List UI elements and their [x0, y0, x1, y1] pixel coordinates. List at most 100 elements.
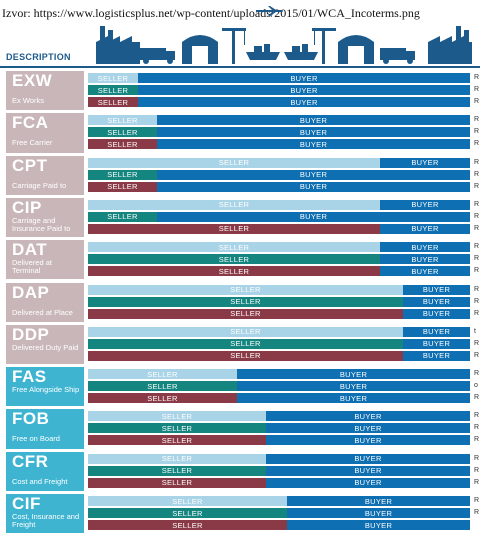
- responsibility-bar: SELLER BUYER: [88, 308, 470, 319]
- seller-segment: SELLER: [88, 508, 287, 518]
- seller-segment: SELLER: [88, 127, 157, 138]
- right-edge-mark: R: [474, 128, 480, 136]
- seller-segment: SELLER: [88, 453, 266, 464]
- seller-segment: SELLER: [88, 211, 157, 222]
- seller-segment: SELLER: [88, 157, 380, 168]
- term-fob: FOB Free on Board: [6, 409, 84, 449]
- responsibility-bar: SELLER BUYER: [88, 254, 470, 265]
- right-edge-mark: R: [474, 436, 480, 444]
- term-code: FOB: [12, 409, 50, 429]
- term-code: DAP: [12, 282, 50, 302]
- responsibility-bar: SELLER BUYER: [88, 199, 470, 210]
- right-edge-mark: R: [474, 309, 480, 317]
- responsibility-bar: SELLER BUYER: [88, 326, 470, 337]
- term-cif: CIF Cost, Insurance and Freight: [6, 494, 84, 534]
- ship-icon: [284, 44, 318, 60]
- buyer-segment: BUYER: [157, 127, 470, 138]
- buyer-segment: BUYER: [237, 381, 470, 392]
- term-code: EXW: [12, 71, 53, 90]
- term-cip: CIP Carriage and Insurance Paid to: [6, 197, 84, 238]
- right-edge-mark: R: [474, 200, 480, 208]
- term-description: Delivered at Place: [12, 307, 73, 317]
- buyer-segment: BUYER: [380, 223, 470, 234]
- buyer-segment: BUYER: [287, 508, 470, 518]
- responsibility-bar: SELLER BUYER: [88, 85, 470, 95]
- responsibility-bar: SELLER BUYER: [88, 181, 470, 192]
- right-edge-mark: R: [474, 478, 480, 486]
- term-description: Ex Works: [12, 96, 44, 105]
- seller-segment: SELLER: [88, 496, 287, 506]
- right-edge-mark: R: [474, 370, 480, 378]
- right-edge-mark: R: [474, 351, 480, 359]
- right-edge-mark: R: [474, 255, 480, 263]
- responsibility-bar: SELLER BUYER: [88, 73, 470, 83]
- buyer-segment: BUYER: [266, 411, 470, 422]
- seller-segment: SELLER: [88, 435, 266, 446]
- term-description: Free Alongside Ship: [12, 385, 80, 395]
- term-dat: DAT Delivered at Terminal: [6, 240, 84, 280]
- seller-segment: SELLER: [88, 266, 380, 277]
- term-code: CIP: [12, 197, 42, 217]
- term-code: CIF: [12, 494, 41, 513]
- seller-segment: SELLER: [88, 97, 138, 107]
- responsibility-bar: SELLER BUYER: [88, 211, 470, 222]
- buyer-segment: BUYER: [237, 393, 470, 404]
- right-edge-mark: R: [474, 285, 480, 293]
- term-code: CFR: [12, 451, 49, 471]
- responsibility-bar: SELLER BUYER: [88, 350, 470, 361]
- term-fas: FAS Free Alongside Ship: [6, 367, 84, 407]
- term-description: Cost, Insurance and Freight: [12, 512, 80, 529]
- seller-segment: SELLER: [88, 296, 403, 307]
- seller-segment: SELLER: [88, 115, 157, 126]
- responsibility-bar: SELLER BUYER: [88, 223, 470, 234]
- seller-segment: SELLER: [88, 199, 380, 210]
- crane-icon: [222, 28, 246, 64]
- seller-segment: SELLER: [88, 139, 157, 150]
- buyer-segment: BUYER: [266, 423, 470, 434]
- buyer-segment: BUYER: [157, 181, 470, 192]
- term-cpt: CPT Carriage Paid to: [6, 155, 84, 195]
- seller-segment: SELLER: [88, 169, 157, 180]
- responsibility-bar: SELLER BUYER: [88, 296, 470, 307]
- seller-segment: SELLER: [88, 254, 380, 265]
- responsibility-bar: SELLER BUYER: [88, 169, 470, 180]
- header-divider: [0, 66, 480, 68]
- factory-icon: [428, 26, 472, 64]
- seller-segment: SELLER: [88, 350, 403, 361]
- buyer-segment: BUYER: [403, 284, 470, 295]
- buyer-segment: BUYER: [157, 139, 470, 150]
- seller-segment: SELLER: [88, 73, 138, 83]
- ship-icon: [246, 44, 280, 60]
- buyer-segment: BUYER: [266, 435, 470, 446]
- responsibility-bar: SELLER BUYER: [88, 139, 470, 150]
- responsibility-bar: SELLER BUYER: [88, 453, 470, 464]
- description-header: DESCRIPTION: [6, 52, 71, 62]
- responsibility-bar: SELLER BUYER: [88, 242, 470, 253]
- right-edge-mark: R: [474, 98, 480, 105]
- right-edge-mark: R: [474, 140, 480, 148]
- right-edge-mark: R: [474, 74, 480, 81]
- term-code: FCA: [12, 113, 49, 133]
- truck-icon: [380, 48, 415, 64]
- right-edge-mark: R: [474, 394, 480, 402]
- responsibility-bar: SELLER BUYER: [88, 411, 470, 422]
- responsibility-bar: SELLER BUYER: [88, 157, 470, 168]
- responsibility-bar: SELLER BUYER: [88, 97, 470, 107]
- term-fca: FCA Free Carrier: [6, 113, 84, 153]
- right-edge-mark: R: [474, 339, 480, 347]
- buyer-segment: BUYER: [380, 254, 470, 265]
- buyer-segment: BUYER: [138, 97, 470, 107]
- buyer-segment: BUYER: [403, 308, 470, 319]
- term-description: Delivered at Terminal: [12, 258, 53, 276]
- buyer-segment: BUYER: [403, 326, 470, 337]
- seller-segment: SELLER: [88, 326, 403, 337]
- buyer-segment: BUYER: [266, 465, 470, 476]
- responsibility-bar: SELLER BUYER: [88, 435, 470, 446]
- seller-segment: SELLER: [88, 181, 157, 192]
- right-edge-mark: R: [474, 182, 480, 190]
- right-edge-mark: R: [474, 267, 480, 275]
- responsibility-bar: SELLER BUYER: [88, 508, 470, 518]
- factory-icon: [96, 26, 140, 64]
- seller-segment: SELLER: [88, 369, 237, 380]
- right-edge-mark: R: [474, 466, 480, 474]
